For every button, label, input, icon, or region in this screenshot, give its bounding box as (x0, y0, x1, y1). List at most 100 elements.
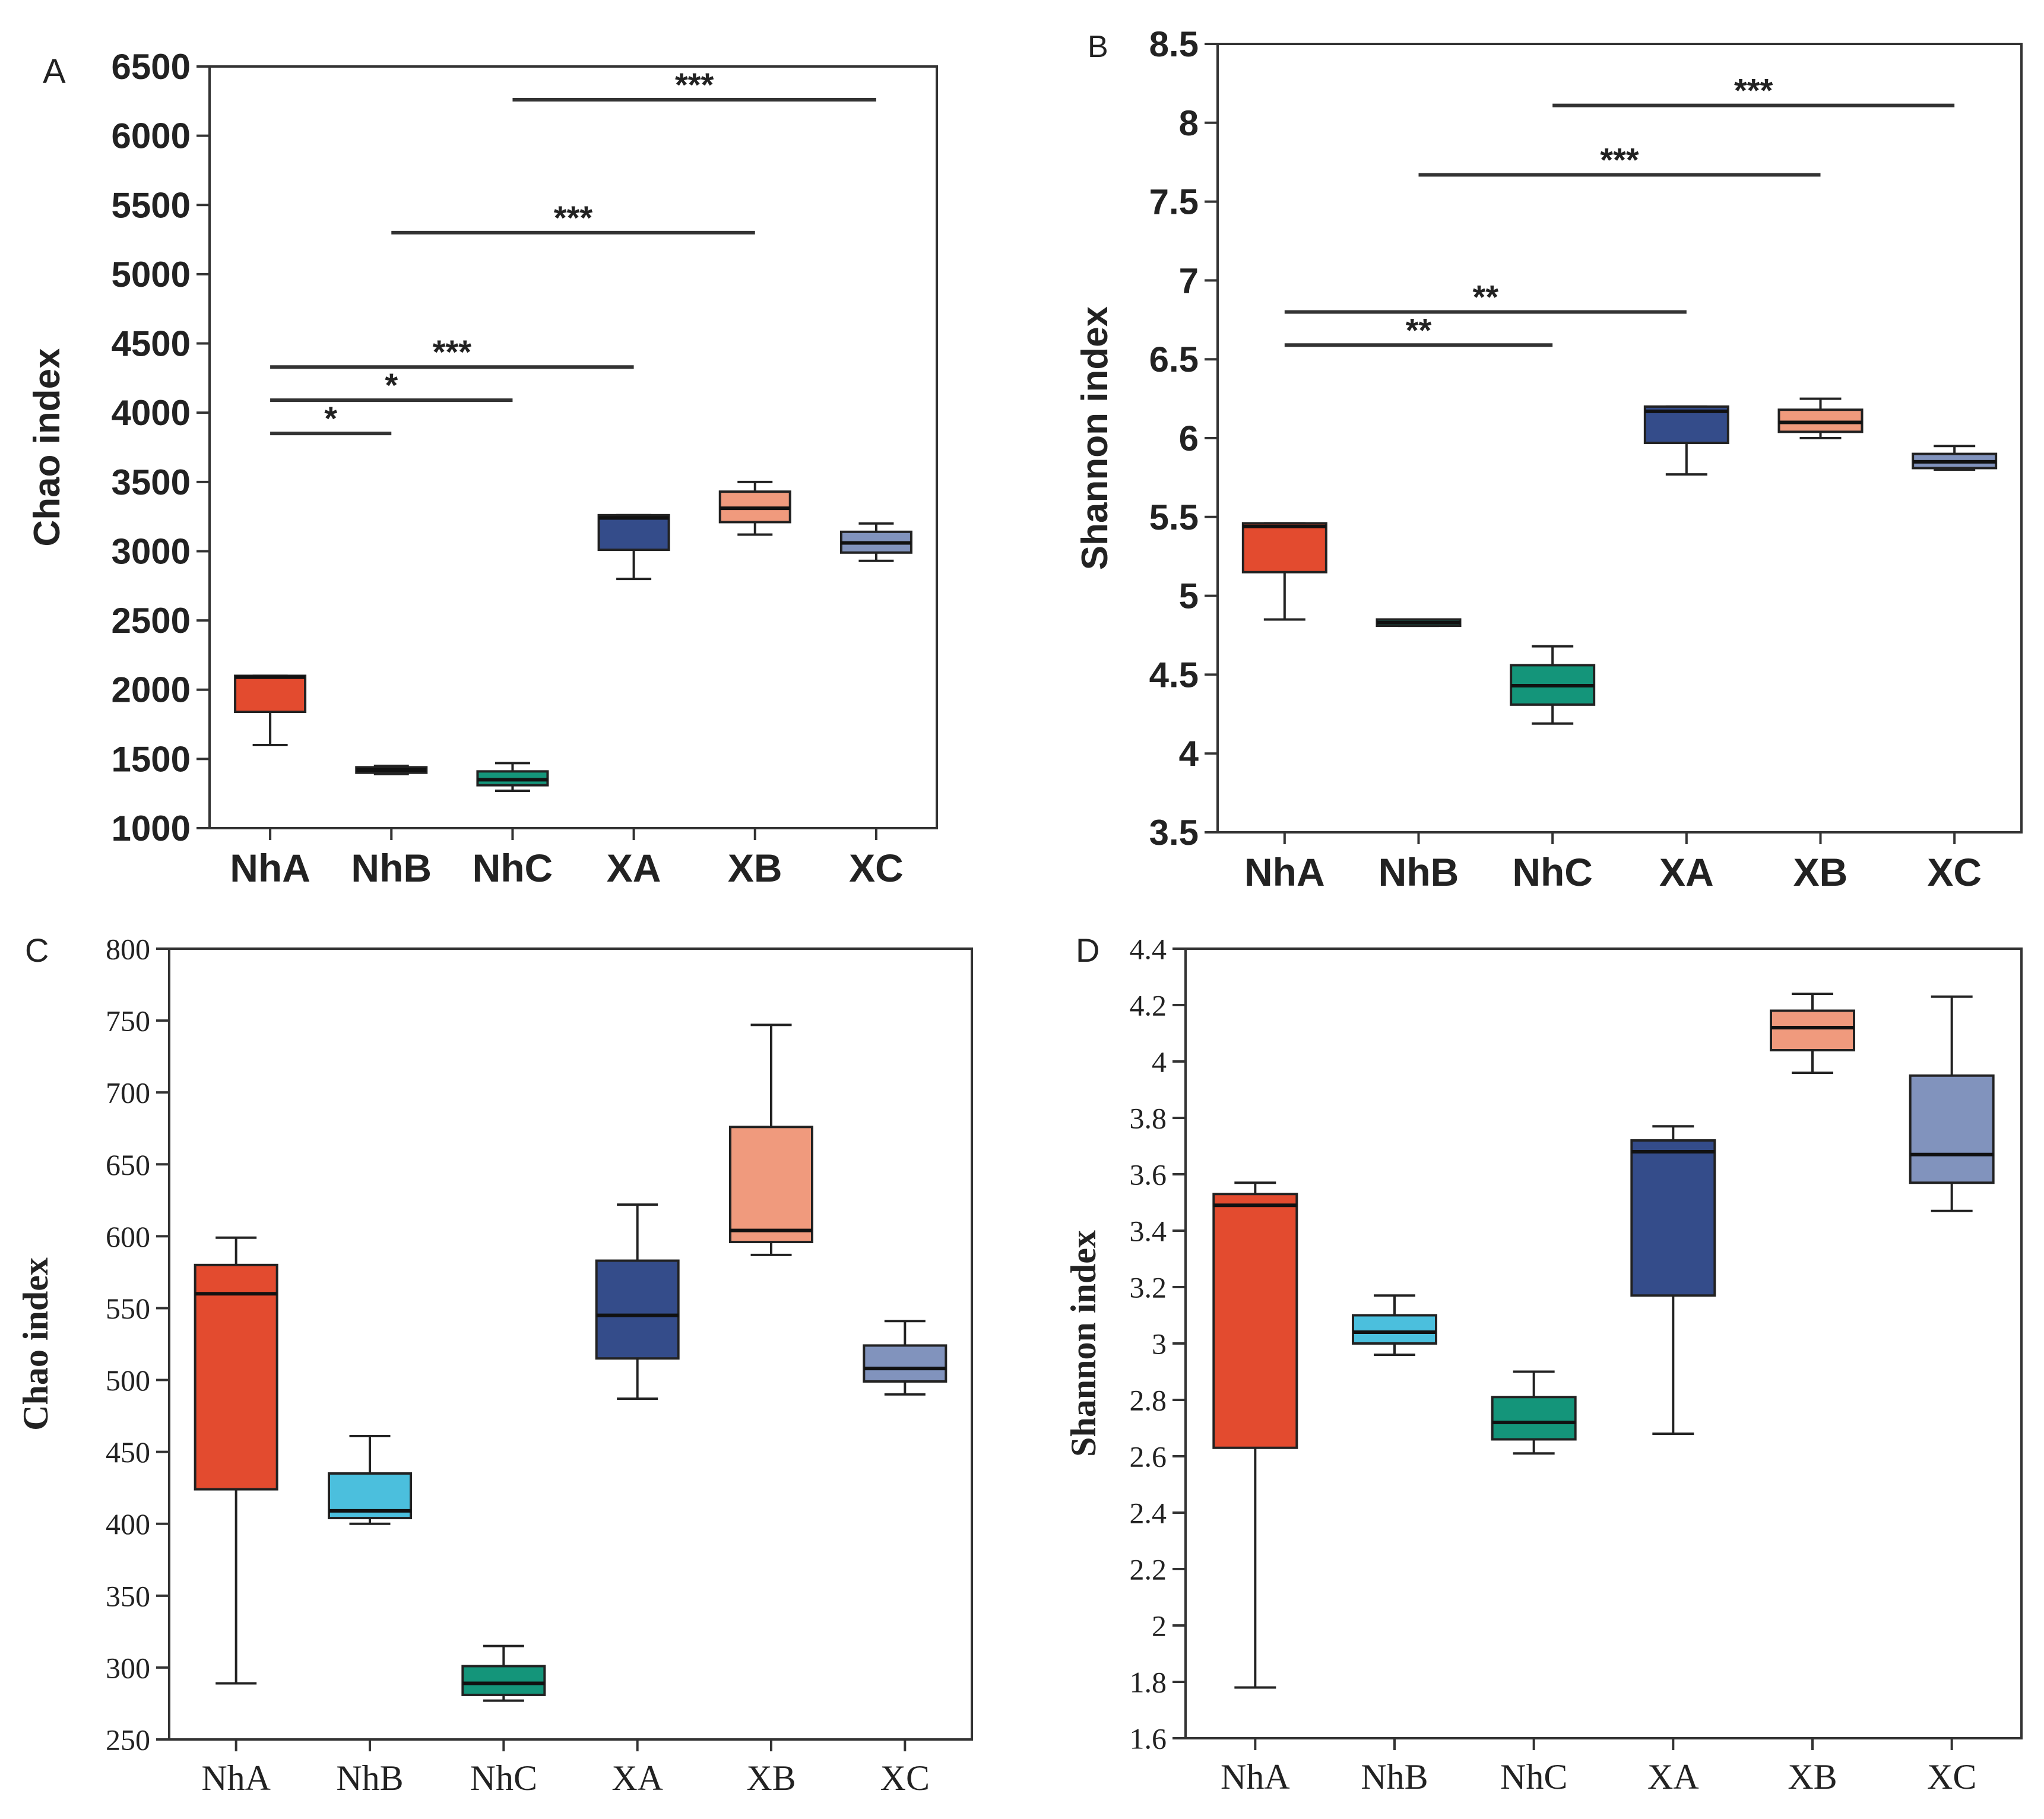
box-body (1491, 1396, 1577, 1441)
box-NhC (1491, 1370, 1577, 1455)
y-tick-label: 800 (106, 933, 150, 966)
y-tick-label: 4.4 (1130, 933, 1167, 966)
significance-label: *** (1734, 72, 1773, 109)
y-tick-label: 3000 (112, 531, 191, 571)
y-tick-label: 2.2 (1130, 1553, 1167, 1586)
box-body (1630, 1139, 1716, 1297)
y-tick-label: 450 (106, 1435, 150, 1469)
box-XB (729, 1023, 813, 1256)
y-tick-label: 500 (106, 1364, 150, 1397)
y-tick-label: 300 (106, 1651, 150, 1684)
y-tick-label: 3500 (112, 462, 191, 502)
y-tick-label: 3.5 (1149, 813, 1199, 853)
y-tick-label: 3.4 (1130, 1215, 1167, 1248)
x-tick-label: NhC (1500, 1757, 1567, 1796)
box-body (595, 1259, 680, 1360)
box-body (1352, 1314, 1437, 1345)
x-tick-label: XC (1927, 850, 1982, 894)
y-tick-label: 4.2 (1130, 989, 1167, 1022)
y-tick-label: 4.5 (1149, 655, 1199, 695)
y-tick-label: 7 (1179, 261, 1199, 300)
box-NhB (1352, 1294, 1437, 1356)
y-tick-label: 350 (106, 1579, 150, 1612)
box-body (1241, 522, 1327, 573)
box-XB (1770, 993, 1855, 1074)
box-body (597, 514, 670, 552)
x-tick-label: NhA (1221, 1757, 1290, 1796)
x-tick-label: XB (1793, 850, 1848, 894)
box-NhC (476, 762, 549, 793)
panel-label: C (25, 931, 49, 969)
y-tick-label: 5000 (112, 255, 191, 294)
plot-frame (1184, 947, 2023, 1739)
box-XB (718, 480, 791, 536)
significance-label: ** (1406, 311, 1432, 348)
box-NhB (355, 765, 428, 776)
box-XC (863, 1320, 947, 1396)
y-axis-label: Shannon index (1075, 306, 1116, 570)
plot-frame (208, 65, 938, 829)
y-tick-label: 5.5 (1149, 497, 1199, 537)
y-axis-label: Shannon index (1064, 1230, 1103, 1457)
x-tick-label: NhB (1378, 850, 1459, 894)
y-tick-label: 1.6 (1130, 1722, 1167, 1755)
x-tick-label: NhA (1244, 850, 1325, 894)
x-tick-label: XB (1788, 1757, 1837, 1796)
y-tick-label: 400 (106, 1507, 150, 1541)
y-tick-label: 2500 (112, 601, 191, 641)
y-tick-label: 6.5 (1149, 340, 1199, 379)
significance-label: ** (1473, 278, 1499, 316)
y-tick-label: 8 (1179, 103, 1199, 143)
box-XC (1912, 445, 1998, 471)
y-tick-label: 1000 (112, 809, 191, 848)
panel-C: C 250 300 350 400 450 500 550 600 650 700 750 800 Cha… (16, 931, 973, 1798)
box-NhA (234, 674, 307, 747)
x-tick-label: NhB (351, 846, 432, 890)
y-axis-label: Chao index (27, 348, 68, 547)
y-tick-label: 250 (106, 1723, 150, 1757)
y-tick-label: 5 (1179, 576, 1199, 616)
y-tick-label: 5500 (112, 185, 191, 225)
x-tick-label: XC (849, 846, 904, 890)
panel-D: D 1.6 1.8 2 2.2 2.4 2.6 2.8 3 3.2 3.4 3.6 3.8 4 4.2 4.4… (1064, 931, 2023, 1796)
y-tick-label: 2 (1152, 1609, 1167, 1643)
box-NhC (461, 1644, 546, 1702)
box-body (1212, 1193, 1298, 1449)
box-NhB (1376, 618, 1462, 628)
box-XA (1643, 405, 1729, 476)
y-tick-label: 1500 (112, 739, 191, 779)
significance-label: *** (433, 333, 472, 370)
significance-label: *** (1600, 141, 1639, 178)
box-XC (1909, 995, 1995, 1212)
panel-label: B (1088, 30, 1108, 64)
x-tick-label: NhC (1512, 850, 1593, 894)
y-tick-label: 3.8 (1130, 1102, 1167, 1135)
x-tick-label: XC (880, 1758, 930, 1798)
y-tick-label: 1.8 (1130, 1666, 1167, 1699)
box-NhC (1510, 645, 1596, 725)
x-tick-label: NhB (1361, 1757, 1428, 1796)
y-tick-label: 3.2 (1130, 1271, 1167, 1304)
x-tick-label: XC (1927, 1757, 1976, 1796)
significance-label: *** (675, 66, 714, 103)
significance-label: * (385, 366, 398, 404)
plot-frame (168, 947, 973, 1741)
box-XC (839, 522, 912, 562)
y-tick-label: 4 (1152, 1045, 1167, 1079)
box-body (1770, 1009, 1855, 1051)
box-body (1909, 1074, 1995, 1184)
y-tick-label: 4500 (112, 324, 191, 364)
x-tick-label: XA (1659, 850, 1714, 894)
box-XA (1630, 1125, 1716, 1435)
box-NhA (1241, 522, 1327, 621)
significance-label: *** (554, 199, 593, 236)
x-tick-label: XA (607, 846, 661, 890)
y-tick-label: 4 (1179, 734, 1199, 774)
y-tick-label: 550 (106, 1292, 150, 1325)
panel-B: B 3.5 4 4.5 5 5.5 6 6.5 7 7.5 8 8.5 Shannon index NhA… (1075, 24, 2023, 894)
box-body (234, 674, 307, 714)
box-NhB (328, 1434, 412, 1525)
panel-label: A (43, 52, 66, 91)
y-tick-label: 6500 (112, 47, 191, 87)
y-tick-label: 750 (106, 1004, 150, 1038)
